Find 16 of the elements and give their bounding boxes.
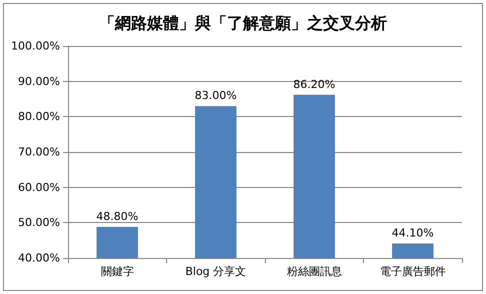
x-tick-label: 粉絲團訊息 <box>286 265 342 278</box>
y-tick-label: 50.00% <box>18 216 60 230</box>
x-tick-label: 電子廣告郵件 <box>380 265 446 278</box>
data-label: 83.00% <box>194 89 237 102</box>
chart-title: 「網路媒體」與「了解意願」之交叉分析 <box>99 14 387 32</box>
data-label: 48.80% <box>96 210 138 223</box>
y-tick-label: 100.00% <box>11 40 60 52</box>
y-tick-label: 60.00% <box>18 180 60 194</box>
y-tick-label: 70.00% <box>18 146 60 158</box>
y-tick-label: 90.00% <box>18 74 60 88</box>
y-tick-label: 40.00% <box>18 252 60 264</box>
data-label: 44.10% <box>392 226 434 240</box>
data-label: 86.20% <box>293 78 336 91</box>
x-tick-label: 關鍵字 <box>100 265 134 278</box>
y-tick-label: 80.00% <box>18 110 60 124</box>
x-tick-label: Blog 分享文 <box>185 265 246 278</box>
